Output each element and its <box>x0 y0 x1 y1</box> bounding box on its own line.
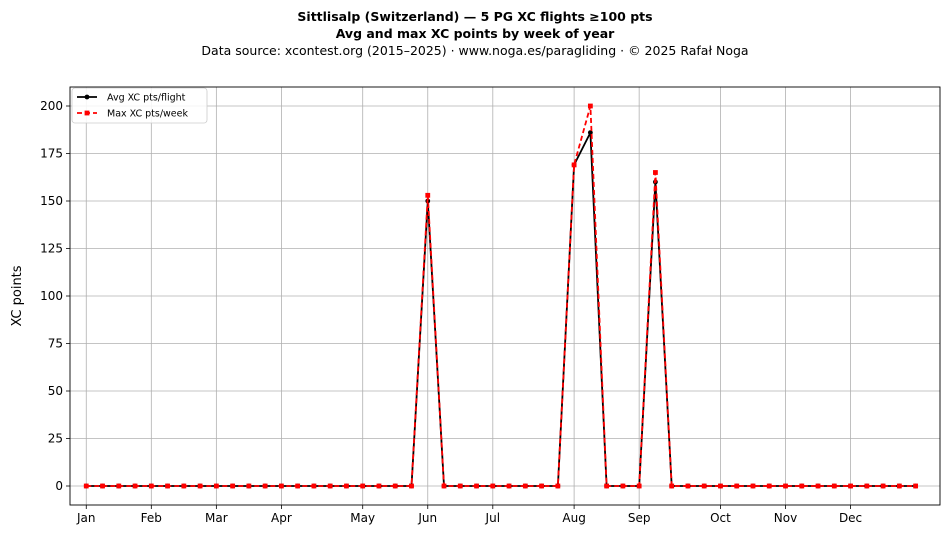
x-tick-label: Sep <box>628 511 651 525</box>
data-point-max <box>83 483 89 489</box>
data-point-max <box>295 483 301 489</box>
data-point-max <box>506 483 512 489</box>
data-point-max <box>864 483 870 489</box>
series-line-max <box>86 105 916 487</box>
data-point-max <box>913 483 919 489</box>
data-point-max <box>376 483 382 489</box>
x-tick-label: Jun <box>417 511 437 525</box>
data-point-max <box>734 483 740 489</box>
data-point-max <box>522 483 528 489</box>
data-point-max <box>718 483 723 489</box>
data-point-max <box>279 483 284 489</box>
data-point-max <box>848 483 853 489</box>
chart-subtitle: Avg and max XC points by week of year <box>335 26 615 41</box>
data-point-max <box>327 483 333 489</box>
data-point-max <box>555 483 561 489</box>
y-tick-label: 25 <box>48 432 63 446</box>
data-point-max <box>409 483 414 489</box>
y-axis-label: XC points <box>10 265 25 326</box>
legend-marker <box>84 110 90 116</box>
y-tick-label: 200 <box>40 99 63 113</box>
data-point-avg <box>587 130 593 136</box>
data-point-max <box>425 192 431 198</box>
y-tick-label: 50 <box>48 384 63 398</box>
plot-frame <box>69 86 941 506</box>
data-point-max <box>750 483 756 489</box>
x-tick-label: Mar <box>205 511 228 525</box>
y-tick-label: 125 <box>40 242 63 256</box>
data-point-max <box>230 483 236 489</box>
data-point-max <box>604 483 610 489</box>
y-tick-label: 175 <box>40 147 63 161</box>
data-point-max <box>653 170 658 175</box>
data-point-max <box>474 483 479 489</box>
y-tick-label: 75 <box>48 337 63 351</box>
x-tick-label: Apr <box>271 511 292 525</box>
chart-title: Sittlisalp (Switzerland) — 5 PG XC fligh… <box>297 9 653 24</box>
x-tick-label: Jul <box>485 511 500 525</box>
data-point-max <box>181 483 187 489</box>
data-point-max <box>539 483 544 489</box>
legend-label: Avg XC pts/flight <box>107 93 186 104</box>
data-point-max <box>896 483 902 489</box>
legend: Avg XC pts/flight Max XC pts/week <box>71 87 208 124</box>
x-tick-label: May <box>350 511 375 525</box>
data-point-max <box>100 483 105 489</box>
legend-box <box>71 87 208 124</box>
data-point-max <box>571 162 577 168</box>
data-point-max <box>213 483 219 489</box>
data-point-max <box>262 483 268 489</box>
data-point-max <box>669 483 675 489</box>
data-point-max <box>392 483 398 489</box>
legend-label: Max XC pts/week <box>107 109 188 120</box>
data-point-max <box>783 483 788 489</box>
data-point-max <box>132 483 138 489</box>
data-point-max <box>246 483 252 489</box>
data-point-max <box>344 483 349 489</box>
x-tick-label: Jan <box>76 511 96 525</box>
data-point-max <box>636 483 642 489</box>
data-point-max <box>880 483 886 489</box>
data-point-max <box>620 483 626 489</box>
data-point-max <box>766 483 772 489</box>
data-point-max <box>360 483 366 489</box>
data-point-max <box>815 483 821 489</box>
data-point-max <box>197 483 203 489</box>
x-tick-label: Aug <box>562 511 585 525</box>
data-point-max <box>441 483 447 489</box>
data-point-max <box>685 483 691 489</box>
x-tick-label: Nov <box>774 511 797 525</box>
y-tick-label: 100 <box>40 289 63 303</box>
data-point-max <box>831 483 837 489</box>
y-tick-label: 0 <box>55 479 63 493</box>
data-point-max <box>457 483 463 489</box>
data-point-max <box>165 483 170 489</box>
y-tick-label: 150 <box>40 194 63 208</box>
x-tick-label: Feb <box>141 511 162 525</box>
data-point-max <box>701 483 707 489</box>
x-tick-label: Dec <box>839 511 862 525</box>
legend-marker <box>84 94 90 100</box>
data-point-max <box>799 483 805 489</box>
data-point-max <box>587 103 593 109</box>
data-point-max <box>148 483 154 489</box>
x-tick-label: Oct <box>710 511 731 525</box>
data-point-max <box>311 483 317 489</box>
data-point-max <box>490 483 496 489</box>
data-point-max <box>116 483 122 489</box>
chart-source: Data source: xcontest.org (2015–2025) · … <box>201 43 749 58</box>
